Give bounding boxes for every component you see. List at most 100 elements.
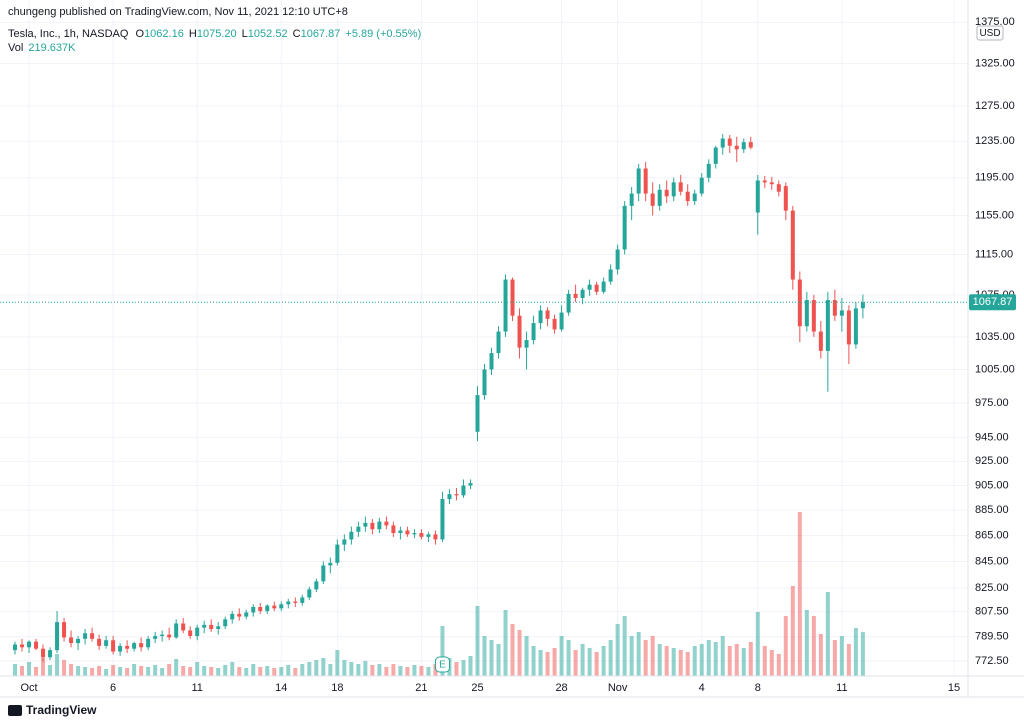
volume-bar [636,632,641,676]
candle-body [482,369,487,396]
volume-bar [846,644,851,676]
high-value: 1075.20 [197,28,237,40]
footer-logo: TradingView [8,703,97,717]
candle-body [678,182,683,192]
x-tick-label: 28 [555,682,567,694]
volume-bar [552,648,557,676]
candle-body [321,565,326,582]
candle-body [363,522,368,527]
x-tick-label: 25 [471,682,483,694]
candle-body [489,353,494,370]
volume-bar [783,616,788,676]
candle-body [174,623,179,638]
candle-body [111,640,116,652]
open-value: 1062.16 [144,28,184,40]
candle-body [685,191,690,202]
candle-body [804,300,809,327]
volume-bar [279,667,284,676]
x-tick-label: 4 [699,682,705,694]
volume-bar [678,650,683,676]
y-tick-label: 1195.00 [975,172,1014,184]
candle-body [727,138,732,146]
candle-body [741,142,746,150]
volume-bar [97,666,102,676]
volume-bar [818,634,823,676]
candle-body [83,633,88,639]
candle-body [454,494,459,496]
volume-bar [349,662,354,676]
volume-bar [482,636,487,676]
volume-bar [587,648,592,676]
candle-body [426,534,431,537]
candle-body [440,499,445,540]
volume-bar [825,592,830,676]
candle-body [860,302,865,309]
candle-body [524,340,529,348]
candle-body [293,601,298,603]
candle-body [307,589,312,598]
volume-bar [748,642,753,676]
candle-body [258,606,263,612]
y-tick-label: 772.50 [975,655,1009,667]
x-tick-label: 21 [415,682,427,694]
candle-body [90,633,95,639]
candle-body [398,530,403,534]
candle-body [692,193,697,202]
candle-body [573,293,578,298]
candle-body [237,613,242,617]
volume-bar [685,652,690,676]
volume-bar [62,660,67,676]
volume-bar [531,646,536,676]
volume-bar [265,666,270,676]
candle-body [629,193,634,206]
candle-body [167,634,172,638]
volume-bar [517,630,522,676]
volume-bar [643,640,648,676]
candle-body [447,494,452,500]
volume-bar [762,646,767,676]
volume-bar [139,666,144,676]
candle-body [475,395,480,432]
volume-bar [223,665,228,676]
volume-bar [734,644,739,676]
volume-bar [209,667,214,676]
candle-body [608,269,613,282]
x-tick-label: Nov [608,682,628,694]
candle-body [531,323,536,341]
volume-bar [174,659,179,676]
close-value: 1067.87 [301,28,341,40]
candle-body [349,531,354,540]
volume-bar [797,512,802,676]
candle-body [132,643,137,649]
volume-bar [104,669,109,676]
x-tick-label: Oct [20,682,37,694]
volume-bar [419,666,424,676]
candle-body [377,521,382,530]
y-tick-label: 1375.00 [975,16,1015,28]
volume-bar [811,616,816,676]
x-tick-label: 18 [331,682,343,694]
candle-body [76,638,81,644]
candle-body [538,310,543,324]
volume-bar [153,665,158,676]
candle-body [615,249,620,270]
volume-bar [454,662,459,676]
candle-body [181,623,186,631]
earnings-marker: E [439,660,446,671]
volume-bar [216,668,221,676]
candle-body [468,483,473,486]
currency: USD [979,28,1000,39]
volume-bar [489,640,494,676]
volume-bar [538,650,543,676]
volume-bar [398,666,403,676]
volume-bar [90,668,95,676]
volume-bar [307,662,312,676]
candle-body [412,533,417,535]
footer-brand: TradingView [26,703,97,717]
candle-body [706,163,711,178]
candle-body [636,168,641,194]
volume-bar [699,644,704,676]
candle-body [601,281,606,292]
candle-body [419,533,424,537]
volume-bar [608,640,613,676]
